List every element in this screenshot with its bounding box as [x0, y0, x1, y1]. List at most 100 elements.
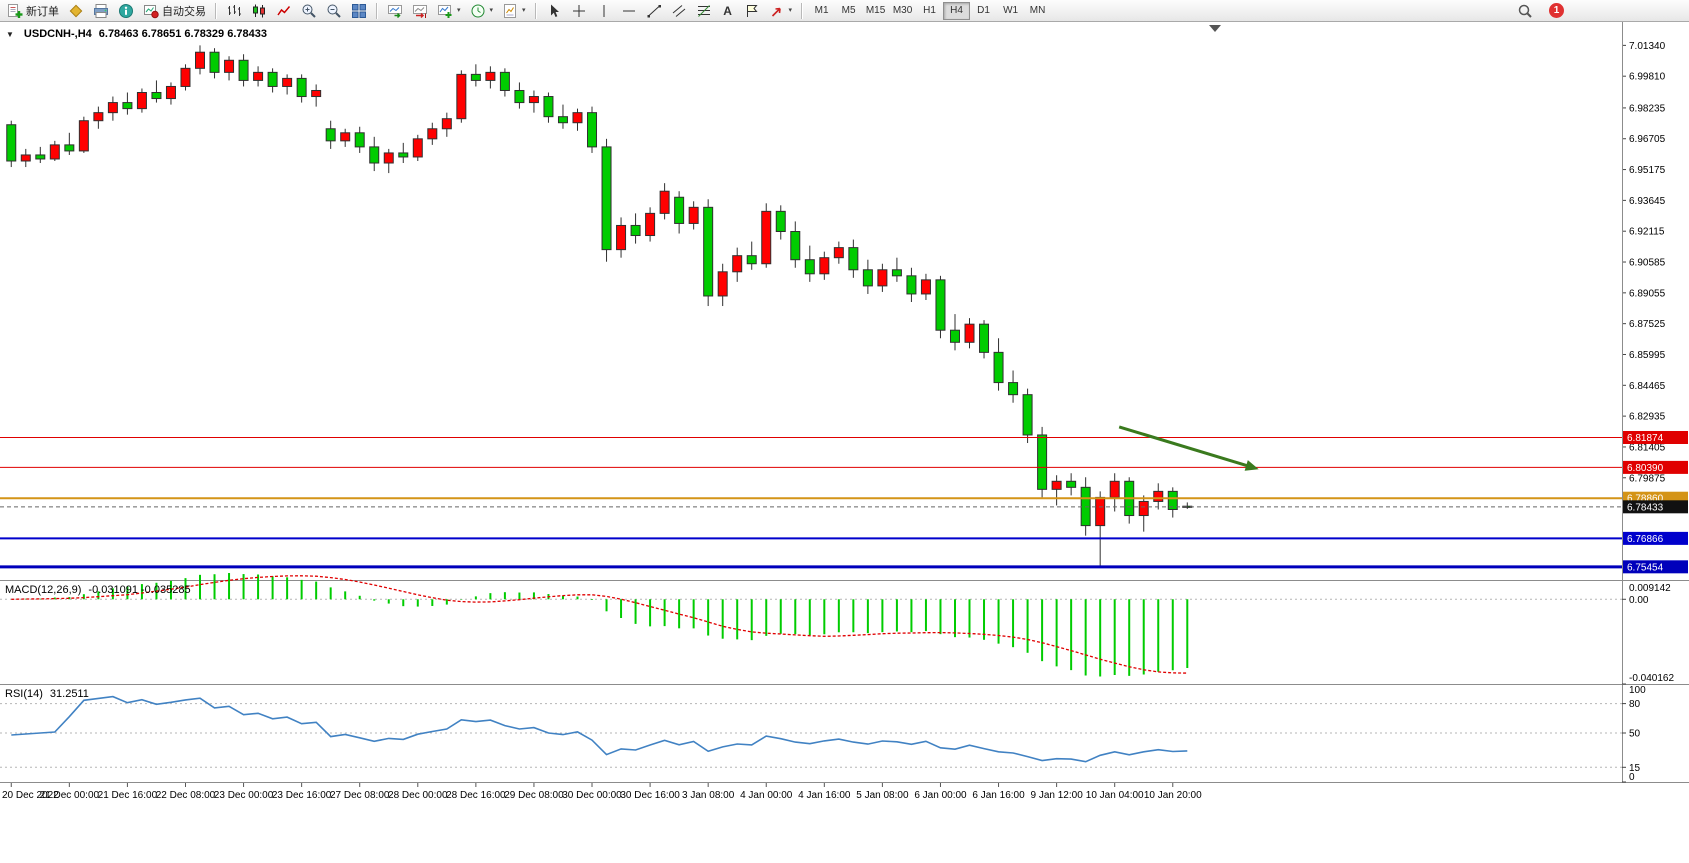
- toolbar-separator: [215, 2, 217, 19]
- svg-text:9 Jan 12:00: 9 Jan 12:00: [1030, 790, 1083, 801]
- chart-shift-icon: [413, 4, 427, 18]
- svg-text:7.01340: 7.01340: [1629, 41, 1666, 52]
- svg-text:4 Jan 00:00: 4 Jan 00:00: [740, 790, 793, 801]
- svg-text:6 Jan 00:00: 6 Jan 00:00: [914, 790, 967, 801]
- svg-text:0.009142: 0.009142: [1629, 583, 1671, 594]
- chart-title: ▼ USDCNH-,H4 6.78463 6.78651 6.78329 6.7…: [6, 28, 267, 40]
- dropdown-caret-icon: ▾: [522, 7, 526, 14]
- line-chart-button[interactable]: [272, 1, 296, 21]
- crosshair-button[interactable]: [567, 1, 591, 21]
- new-order-button[interactable]: 新订单: [3, 1, 63, 21]
- text-label-button[interactable]: [740, 1, 764, 21]
- chart-symbol-period: USDCNH-,H4: [23, 28, 92, 40]
- metaeditor-icon: [69, 4, 83, 17]
- search-button[interactable]: [1513, 1, 1537, 21]
- candlestick-icon: [253, 4, 265, 17]
- crosshair-icon: [572, 4, 585, 17]
- new-order-icon: [8, 3, 23, 18]
- text-label-icon: [746, 4, 758, 17]
- timeframe-toolbar: M1 M5 M15 M30 H1 H4 D1 W1 MN: [808, 1, 1051, 20]
- text-button[interactable]: A: [717, 1, 739, 21]
- svg-text:6.76866: 6.76866: [1627, 534, 1664, 545]
- arrows-button[interactable]: ▾: [765, 1, 797, 21]
- candles: [6, 45, 1193, 566]
- trend-arrow[interactable]: [1118, 425, 1259, 471]
- price-tag: 6.78433: [1623, 500, 1688, 514]
- equidistant-channel-button[interactable]: [667, 1, 691, 21]
- print-preview-button[interactable]: [89, 1, 113, 21]
- price-tag: 6.81874: [1623, 430, 1688, 444]
- clock-icon: [471, 4, 485, 17]
- price-tag: 6.76866: [1623, 531, 1688, 545]
- price-tag: 6.75454: [1623, 560, 1688, 574]
- template-icon: [504, 3, 517, 18]
- chart-shift-marker[interactable]: [1209, 25, 1221, 32]
- timeframe-m30[interactable]: M30: [889, 2, 916, 20]
- trendline-icon: [647, 4, 661, 17]
- main-toolbar: 新订单 自动交易 ▾ ▾: [0, 0, 1689, 22]
- chart-canvas[interactable]: 7.01340 6.99810 6.98235 6.96705 6.95175 6.936…: [0, 22, 1689, 805]
- timeframe-w1[interactable]: W1: [997, 2, 1024, 20]
- horizontal-line-objects[interactable]: [0, 436, 1622, 569]
- line-chart-icon: [277, 5, 291, 15]
- zoom-in-button[interactable]: [297, 1, 321, 21]
- timeframe-h4[interactable]: H4: [943, 1, 971, 20]
- toolbar-separator: [801, 2, 804, 19]
- timeframe-h1[interactable]: H1: [916, 2, 943, 20]
- zoom-out-button[interactable]: [322, 1, 346, 21]
- svg-text:6.87525: 6.87525: [1629, 319, 1666, 330]
- svg-text:23 Dec 16:00: 23 Dec 16:00: [272, 790, 332, 801]
- notifications-badge[interactable]: 1: [1549, 3, 1564, 18]
- svg-text:10 Jan 04:00: 10 Jan 04:00: [1086, 790, 1144, 801]
- rsi-indicator-label: RSI(14) 31.2511: [5, 688, 89, 700]
- svg-text:6.93645: 6.93645: [1629, 196, 1666, 207]
- printer-icon: [94, 3, 108, 18]
- help-button[interactable]: [114, 1, 138, 21]
- candlestick-chart-button[interactable]: [247, 1, 271, 21]
- auto-scroll-button[interactable]: [383, 1, 407, 21]
- tile-windows-icon: [352, 3, 366, 18]
- svg-text:3 Jan 08:00: 3 Jan 08:00: [682, 790, 735, 801]
- fibonacci-button[interactable]: [692, 1, 716, 21]
- indicators-button[interactable]: ▾: [433, 1, 465, 21]
- bar-chart-button[interactable]: [222, 1, 246, 21]
- rsi-name: RSI(14): [5, 688, 43, 700]
- auto-trading-label: 自动交易: [162, 5, 206, 18]
- tile-windows-button[interactable]: [347, 1, 371, 21]
- toolbar-right: 1: [1513, 1, 1686, 21]
- auto-trading-button[interactable]: 自动交易: [139, 1, 210, 21]
- price-axis[interactable]: 7.01340 6.99810 6.98235 6.96705 6.95175 6.936…: [1622, 41, 1666, 484]
- svg-text:22 Dec 08:00: 22 Dec 08:00: [156, 790, 216, 801]
- svg-text:0: 0: [1629, 772, 1635, 783]
- metaeditor-button[interactable]: [64, 1, 88, 21]
- dropdown-caret-icon: ▾: [788, 7, 793, 14]
- price-tag: 6.80390: [1623, 460, 1688, 474]
- zoom-out-icon: [327, 4, 341, 18]
- cursor-button[interactable]: [542, 1, 566, 21]
- toolbar-separator: [376, 2, 378, 19]
- svg-text:4 Jan 16:00: 4 Jan 16:00: [798, 790, 851, 801]
- timeframe-m5[interactable]: M5: [835, 2, 862, 20]
- rsi-value: 31.2511: [49, 688, 89, 700]
- timeframe-m1[interactable]: M1: [808, 2, 835, 20]
- timeframe-m15[interactable]: M15: [862, 2, 889, 20]
- periods-button[interactable]: ▾: [466, 1, 498, 21]
- templates-button[interactable]: ▾: [498, 1, 530, 21]
- vertical-line-button[interactable]: [592, 1, 616, 21]
- svg-text:27 Dec 08:00: 27 Dec 08:00: [330, 790, 390, 801]
- trendline-button[interactable]: [642, 1, 666, 21]
- chart-shift-button[interactable]: [408, 1, 432, 21]
- svg-text:30 Dec 00:00: 30 Dec 00:00: [562, 790, 622, 801]
- cursor-icon: [550, 4, 559, 17]
- chart-window: 7.01340 6.99810 6.98235 6.96705 6.95175 6.936…: [0, 22, 1689, 805]
- horizontal-line-button[interactable]: [617, 1, 641, 21]
- timeframe-mn[interactable]: MN: [1024, 2, 1051, 20]
- new-order-label: 新订单: [26, 5, 59, 18]
- timeframe-d1[interactable]: D1: [970, 2, 997, 20]
- info-icon: [119, 3, 133, 18]
- one-click-trading-toggle[interactable]: ▼: [6, 30, 14, 39]
- svg-text:6.78860: 6.78860: [1627, 494, 1664, 505]
- macd-values: -0.031091 -0.035285: [88, 584, 191, 596]
